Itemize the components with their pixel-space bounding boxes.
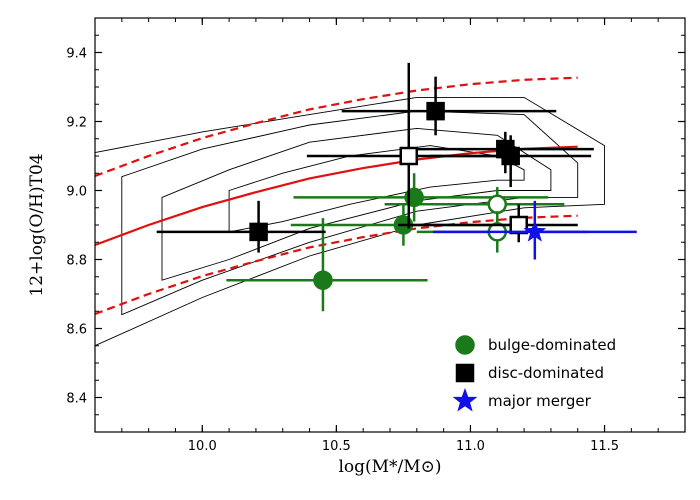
legend: bulge-dominated disc-dominated major merge…: [452, 335, 616, 412]
bulge-dominated-marker-4: [487, 194, 508, 215]
legend-marker-disc-dominated: [455, 363, 475, 383]
y-tick-label: 8.4: [66, 392, 87, 407]
disc-dominated-marker-1: [249, 222, 268, 242]
legend-label-bulge-dominated: bulge-dominated: [488, 336, 616, 354]
x-axis-label: log(M*/M⊙): [338, 457, 441, 477]
disc-dominated-marker-2: [399, 146, 419, 166]
legend-marker-bulge-dominated: [455, 335, 475, 355]
disc-dominated-marker-6: [509, 215, 528, 235]
relation-upper-dashed-line: [94, 76, 578, 178]
relation-lower-dashed-line: [94, 214, 578, 316]
x-tick-label: 10.5: [322, 439, 351, 454]
contour-level-3: [161, 127, 552, 281]
legend-label-major-merger: major merger: [488, 392, 592, 410]
disc-dominated-marker-5: [501, 146, 520, 166]
y-tick-label: 9.4: [66, 47, 87, 62]
x-tick-label: 11.0: [456, 439, 485, 454]
axes: 10.0 10.5 11.0 11.5 8.4 8.6 8.8 9.0 9.2 9.4: [66, 17, 686, 454]
y-tick-label: 9.2: [66, 116, 87, 131]
data-points: [156, 62, 637, 312]
bulge-dominated-marker-1: [313, 270, 333, 290]
y-tick-label: 9.0: [66, 185, 87, 200]
major-merger-marker-1: [523, 219, 547, 242]
legend-label-disc-dominated: disc-dominated: [488, 364, 604, 382]
contour-level-1: [94, 96, 605, 347]
x-tick-label: 11.5: [590, 439, 619, 454]
legend-marker-major-merger: [452, 387, 478, 412]
x-tick-label: 10.0: [188, 439, 217, 454]
y-axis-label: 12+log(O/H)T04: [27, 153, 47, 296]
contour-level-2: [121, 110, 579, 316]
disc-dominated-marker-3: [426, 101, 445, 121]
y-tick-label: 8.8: [66, 254, 87, 269]
density-contours: [94, 96, 605, 347]
y-tick-label: 8.6: [66, 323, 87, 338]
